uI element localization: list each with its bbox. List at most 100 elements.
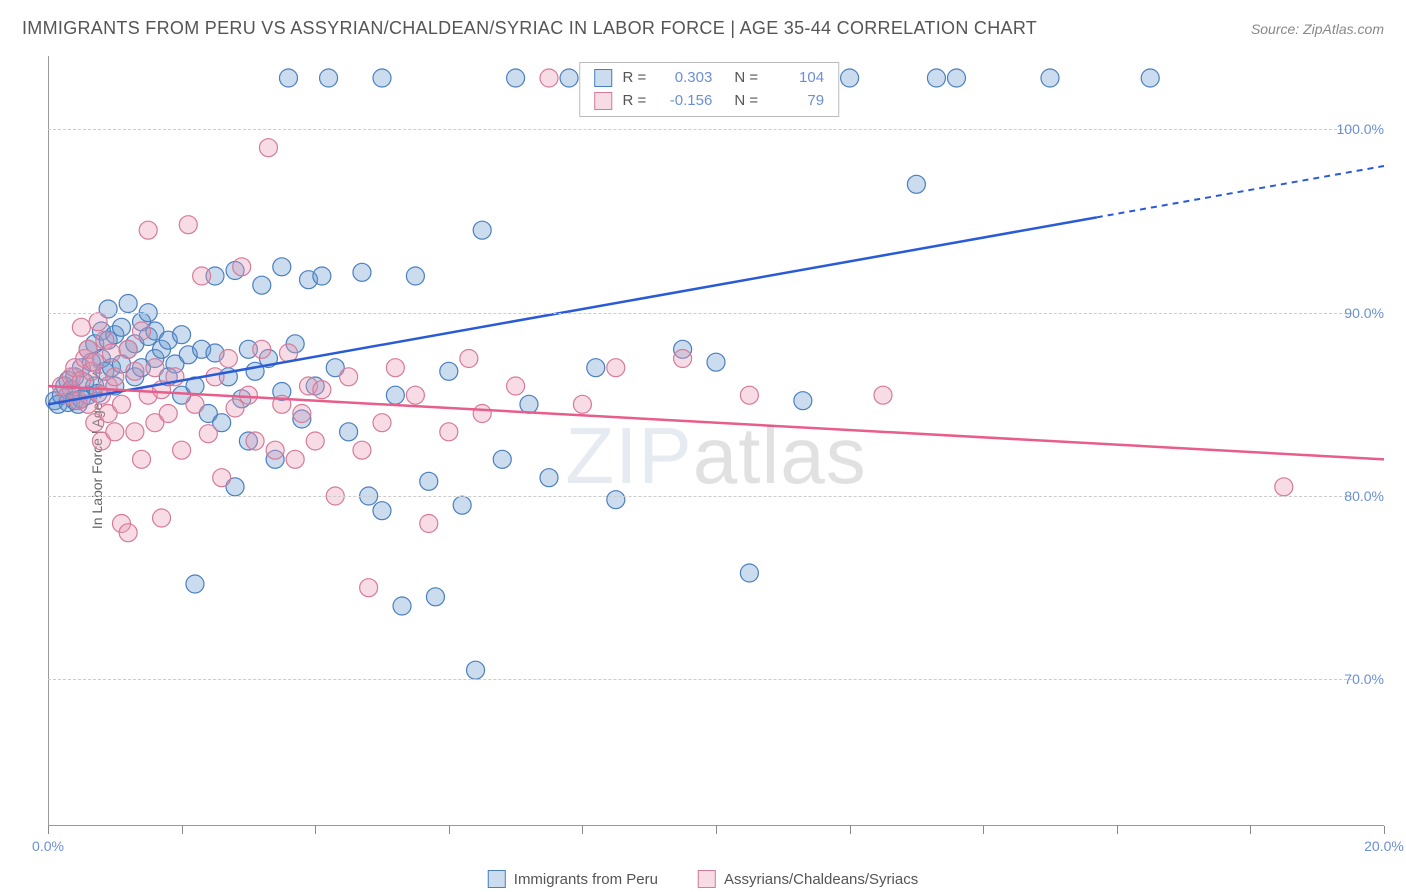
scatter-point (373, 69, 391, 87)
scatter-point (179, 216, 197, 234)
scatter-point (186, 395, 204, 413)
ytick-label: 90.0% (1344, 305, 1384, 321)
ytick-label: 100.0% (1337, 121, 1384, 137)
scatter-point (406, 386, 424, 404)
scatter-point (360, 579, 378, 597)
scatter-point (507, 377, 525, 395)
scatter-point (186, 575, 204, 593)
scatter-point (340, 368, 358, 386)
scatter-point (219, 350, 237, 368)
series-legend: Immigrants from Peru Assyrians/Chaldeans/… (488, 870, 918, 888)
scatter-point (112, 395, 130, 413)
xtick (850, 826, 851, 834)
scatter-point (493, 450, 511, 468)
series-legend-item: Assyrians/Chaldeans/Syriacs (698, 870, 918, 888)
scatter-point (259, 139, 277, 157)
scatter-point (1041, 69, 1059, 87)
scatter-point (420, 515, 438, 533)
gridline-h (48, 313, 1352, 314)
xtick (449, 826, 450, 834)
series-legend-label: Immigrants from Peru (514, 871, 658, 888)
r-value: 0.303 (656, 67, 712, 90)
scatter-point (112, 318, 130, 336)
scatter-point (587, 359, 605, 377)
scatter-point (473, 221, 491, 239)
trend-line (48, 217, 1097, 404)
scatter-point (560, 69, 578, 87)
scatter-point (1141, 69, 1159, 87)
scatter-point (119, 524, 137, 542)
scatter-point (386, 359, 404, 377)
n-value: 104 (768, 67, 824, 90)
xtick (1250, 826, 1251, 834)
stats-legend: R = 0.303 N = 104R =-0.156N =79 (580, 62, 840, 117)
scatter-point (313, 267, 331, 285)
gridline-h (48, 129, 1352, 130)
scatter-point (106, 423, 124, 441)
scatter-point (467, 661, 485, 679)
scatter-point (126, 362, 144, 380)
scatter-point (279, 69, 297, 87)
xtick-label: 20.0% (1364, 838, 1404, 854)
scatter-point (106, 368, 124, 386)
scatter-point (89, 313, 107, 331)
scatter-point (313, 381, 331, 399)
scatter-point (146, 359, 164, 377)
scatter-point (507, 69, 525, 87)
scatter-point (173, 441, 191, 459)
xtick (48, 826, 49, 834)
scatter-point (674, 350, 692, 368)
scatter-point (406, 267, 424, 285)
scatter-point (119, 295, 137, 313)
legend-swatch (698, 870, 716, 888)
gridline-h (48, 496, 1352, 497)
scatter-point (286, 450, 304, 468)
scatter-point (193, 267, 211, 285)
xtick (716, 826, 717, 834)
scatter-point (740, 386, 758, 404)
series-legend-item: Immigrants from Peru (488, 870, 658, 888)
xtick-label: 0.0% (32, 838, 64, 854)
scatter-point (520, 395, 538, 413)
scatter-point (306, 432, 324, 450)
scatter-point (226, 399, 244, 417)
plot-area: ZIPatlas R =0.303N =104R =-0.156N =79 70… (48, 56, 1384, 826)
scatter-point (293, 405, 311, 423)
scatter-point (386, 386, 404, 404)
scatter-point (473, 405, 491, 423)
scatter-point (440, 362, 458, 380)
stats-legend-row: R =-0.156N =79 (595, 90, 825, 113)
trend-line-extrapolated (1097, 166, 1384, 217)
scatter-point (353, 263, 371, 281)
scatter-point (133, 322, 151, 340)
scatter-point (139, 221, 157, 239)
scatter-point (373, 414, 391, 432)
scatter-point (239, 386, 257, 404)
scatter-point (159, 405, 177, 423)
stats-legend-row: R = 0.303 N = 104 (595, 67, 825, 90)
chart-header: IMMIGRANTS FROM PERU VS ASSYRIAN/CHALDEA… (22, 18, 1384, 39)
legend-swatch (595, 69, 613, 87)
scatter-point (794, 392, 812, 410)
scatter-point (72, 318, 90, 336)
scatter-point (126, 423, 144, 441)
scatter-point (573, 395, 591, 413)
n-label: N = (734, 67, 758, 90)
scatter-point (707, 353, 725, 371)
legend-swatch (595, 92, 613, 110)
scatter-point (453, 496, 471, 514)
scatter-point (233, 258, 251, 276)
scatter-point (340, 423, 358, 441)
scatter-point (373, 502, 391, 520)
xtick (1384, 826, 1385, 834)
scatter-point (213, 469, 231, 487)
xtick (315, 826, 316, 834)
scatter-point (246, 432, 264, 450)
scatter-point (353, 441, 371, 459)
scatter-point (426, 588, 444, 606)
chart-source: Source: ZipAtlas.com (1251, 21, 1384, 37)
r-label: R = (623, 67, 647, 90)
chart-title: IMMIGRANTS FROM PERU VS ASSYRIAN/CHALDEA… (22, 18, 1037, 39)
scatter-point (841, 69, 859, 87)
scatter-point (173, 326, 191, 344)
